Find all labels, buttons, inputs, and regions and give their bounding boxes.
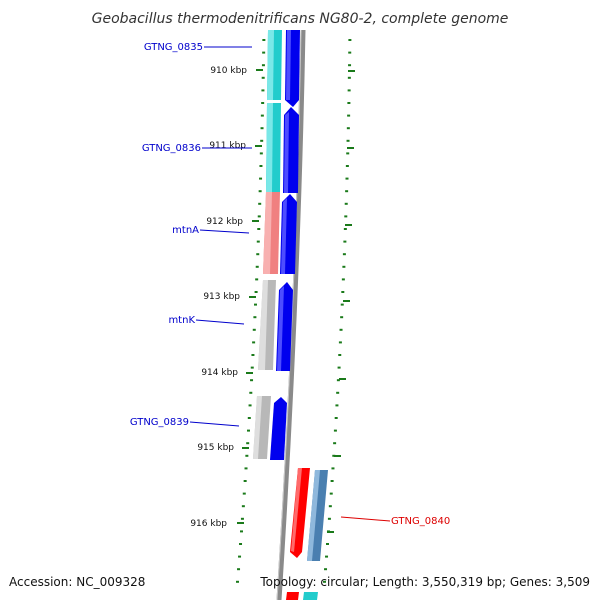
gene-bar-mtna-highlight: [263, 192, 272, 274]
accession-text: Accession: NC_009328: [9, 575, 145, 589]
tick-915: 915 kbp: [197, 443, 249, 453]
map-title: Geobacillus thermodenitrificans NG80-2, …: [92, 11, 509, 27]
label-text-gtng-0835[interactable]: GTNG_0835: [144, 42, 203, 53]
tick-913: 913 kbp: [203, 292, 256, 302]
tick-label-911: 911 kbp: [209, 141, 246, 151]
tick-916: 916 kbp: [190, 519, 244, 529]
label-gtng-0835[interactable]: GTNG_0835: [144, 42, 252, 53]
gene-bar-gtng-0836-highlight: [266, 103, 273, 192]
outer-ring-ticks: [327, 70, 355, 533]
genome-summary-text: Topology: circular; Length: 3,550,319 bp…: [259, 575, 590, 589]
gene-bar-gtng-0839-highlight: [253, 396, 262, 459]
tick-label-910: 910 kbp: [210, 66, 247, 76]
label-mtna[interactable]: mtnA: [172, 225, 250, 236]
gene-bar-gtng-0840-highlight: [307, 470, 320, 561]
label-text-mtnk[interactable]: mtnK: [168, 315, 195, 326]
tick-label-914: 914 kbp: [201, 368, 238, 378]
tick-label-912: 912 kbp: [206, 217, 243, 227]
cds-arrow-gtng-0840-highlight: [291, 468, 302, 552]
genome-backbone-highlight: [276, 29, 302, 600]
label-gtng-0840[interactable]: GTNG_0840: [340, 516, 450, 527]
cds-arrow-gtng-0836-highlight: [284, 112, 289, 193]
tick-911: 911 kbp: [209, 141, 262, 151]
genome-backbone: [276, 29, 306, 600]
label-mtnk[interactable]: mtnK: [168, 315, 245, 326]
gene-bar-mtnk-highlight: [258, 280, 268, 370]
label-text-gtng-0840[interactable]: GTNG_0840: [391, 516, 450, 527]
gene-bar-gtng-0835-highlight: [267, 30, 274, 100]
tick-910: 910 kbp: [210, 66, 263, 76]
tick-label-915: 915 kbp: [197, 443, 234, 453]
cds-arrow-mtna-highlight: [281, 198, 287, 274]
tick-label-916: 916 kbp: [190, 519, 227, 529]
tick-914: 914 kbp: [201, 368, 253, 378]
cds-arrow-gtng-0835-highlight: [286, 30, 291, 100]
tick-label-913: 913 kbp: [203, 292, 240, 302]
cds-fragment-next: [286, 592, 299, 600]
label-gtng-0839[interactable]: GTNG_0839: [130, 417, 240, 428]
cds-arrow-gtng-0839[interactable]: [270, 397, 287, 460]
cds-arrow-mtnk-highlight: [277, 286, 284, 371]
label-text-gtng-0836[interactable]: GTNG_0836: [142, 143, 201, 154]
gene-fragment-next: [303, 592, 318, 600]
label-text-gtng-0839[interactable]: GTNG_0839: [130, 417, 189, 428]
tick-912: 912 kbp: [206, 217, 259, 227]
label-gtng-0836[interactable]: GTNG_0836: [142, 143, 252, 154]
label-text-mtna[interactable]: mtnA: [172, 225, 199, 236]
